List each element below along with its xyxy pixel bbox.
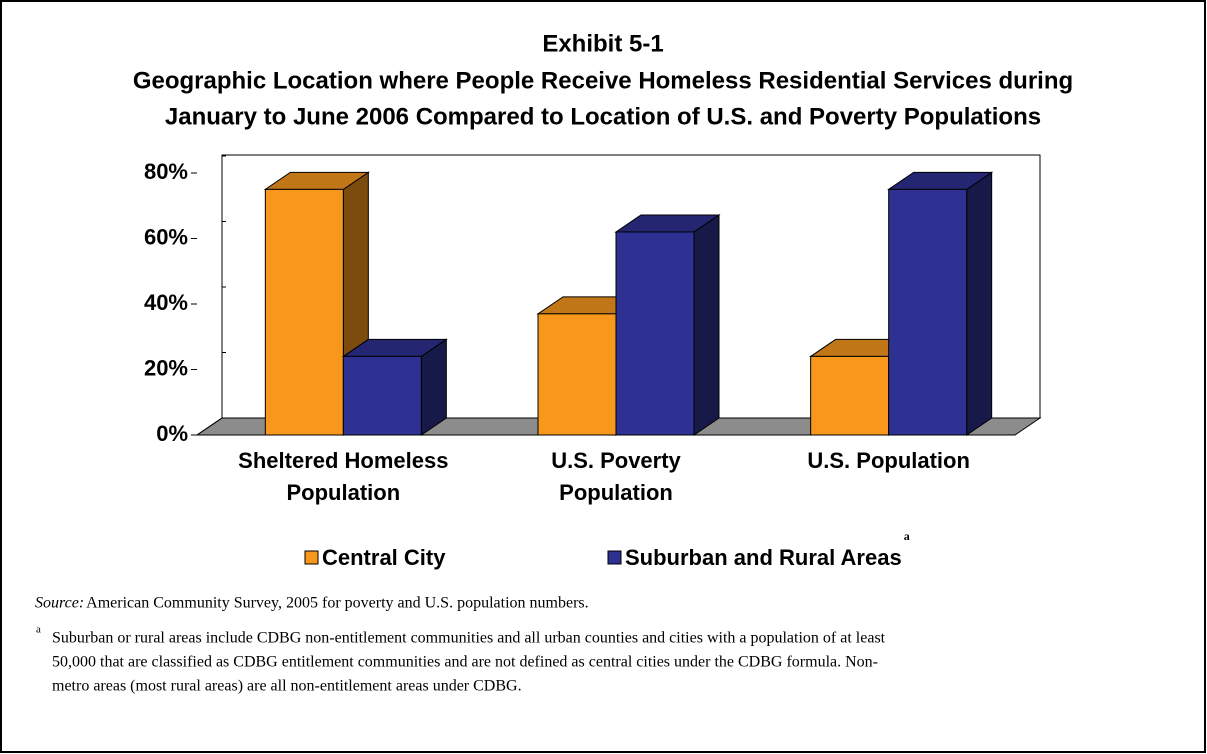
legend-label: Suburban and Rural Areas [625, 545, 902, 570]
bar [615, 231, 695, 436]
bar [342, 355, 422, 436]
y-tick-label: 40% [144, 290, 188, 315]
legend-label: Central City [322, 545, 446, 570]
x-tick-label: Sheltered Homeless [238, 448, 448, 473]
y-tick-label: 20% [144, 355, 188, 380]
bar-side [966, 171, 993, 436]
bar [810, 355, 890, 436]
note-line: metro areas (most rural areas) are all n… [52, 678, 522, 695]
y-tick-label: 60% [144, 224, 188, 249]
title: Exhibit 5-1 [542, 30, 663, 57]
bar [264, 188, 344, 436]
note-line: Suburban or rural areas include CDBG non… [52, 630, 886, 647]
axis [196, 417, 223, 436]
source-label: Source: [35, 595, 84, 612]
bar [888, 188, 968, 436]
y-tick-label: 0% [156, 421, 188, 446]
title: January to June 2006 Compared to Locatio… [165, 103, 1041, 130]
x-tick-label: Population [559, 480, 673, 505]
note-marker: a [36, 624, 41, 636]
bar-side [693, 214, 720, 436]
legend-swatch [304, 550, 319, 565]
x-tick-label: U.S. Population [807, 448, 970, 473]
y-tick-label: 80% [144, 159, 188, 184]
x-tick-label: Population [287, 480, 401, 505]
title: Geographic Location where People Receive… [133, 67, 1073, 94]
bar [537, 313, 617, 436]
note-line: 50,000 that are classified as CDBG entit… [52, 654, 878, 671]
legend-swatch [607, 550, 622, 565]
footnote-marker: a [904, 529, 910, 543]
source-text: American Community Survey, 2005 for pove… [86, 595, 588, 612]
x-tick-label: U.S. Poverty [551, 448, 681, 473]
